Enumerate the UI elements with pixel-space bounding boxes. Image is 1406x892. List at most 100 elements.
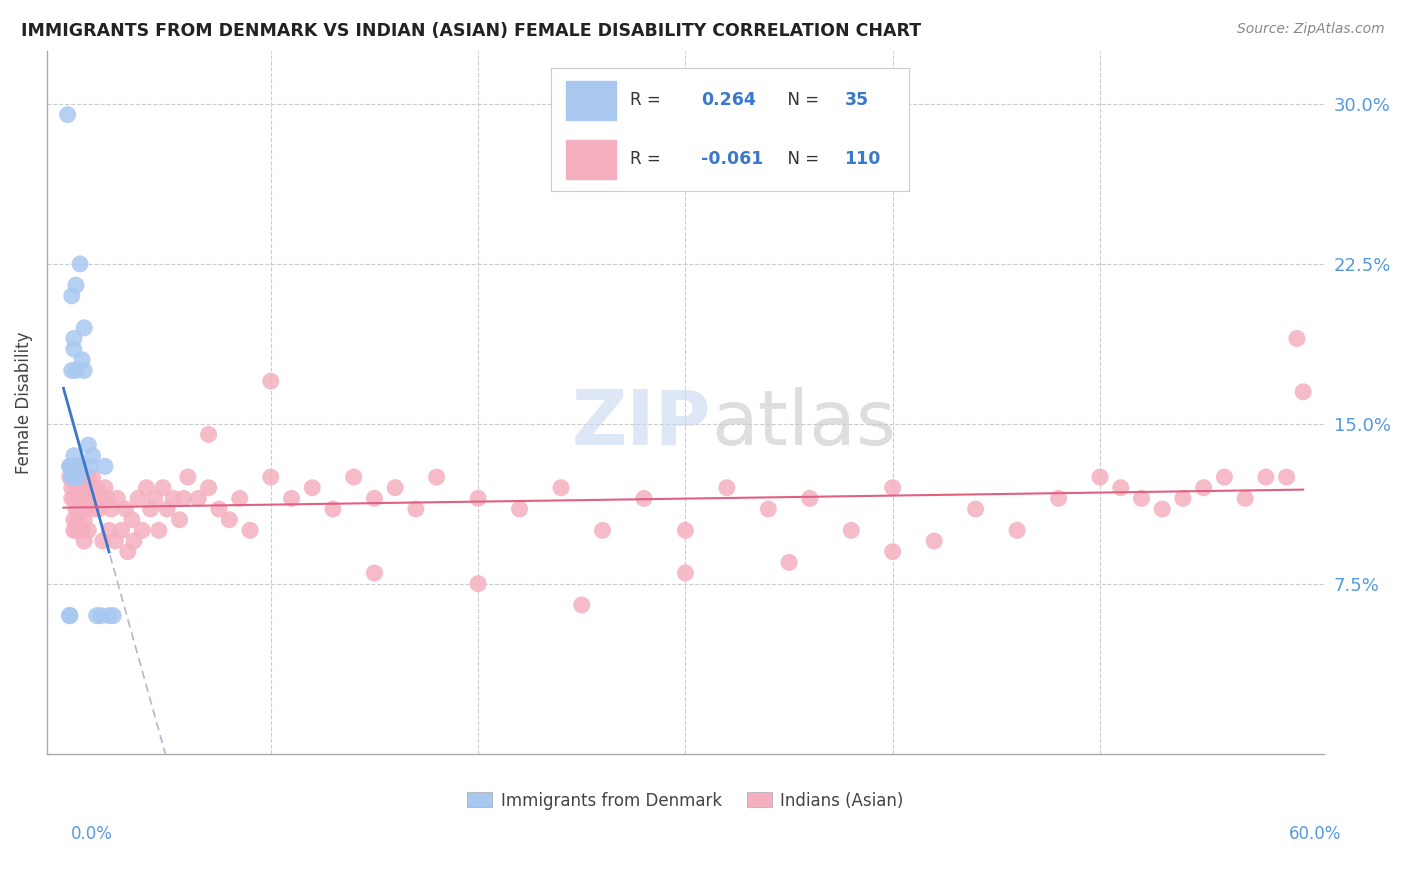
Point [77,438,100,452]
Point [1213,470,1236,484]
Point [509,502,531,516]
Point [131,524,153,538]
Point [467,576,489,591]
Point [139,502,162,516]
Point [83,491,105,506]
Point [60,459,83,474]
Point [322,502,344,516]
Point [77,470,100,484]
Point [66,470,89,484]
Point [59,608,82,623]
Point [60,481,83,495]
Text: 0.0%: 0.0% [70,825,112,843]
Point [60,363,83,377]
Point [156,502,179,516]
Point [98,524,121,538]
Point [56,108,79,122]
Text: IMMIGRANTS FROM DENMARK VS INDIAN (ASIAN) FEMALE DISABILITY CORRELATION CHART: IMMIGRANTS FROM DENMARK VS INDIAN (ASIAN… [21,22,921,40]
Point [1152,502,1174,516]
Point [79,481,101,495]
Point [73,363,96,377]
Text: atlas: atlas [711,386,896,460]
Point [592,524,614,538]
Point [1130,491,1153,506]
Point [69,459,91,474]
Point [70,352,93,367]
Point [86,481,108,495]
Point [59,470,82,484]
Point [117,544,139,558]
Point [239,524,262,538]
Point [173,491,195,506]
Legend: Immigrants from Denmark, Indians (Asian): Immigrants from Denmark, Indians (Asian) [461,785,910,816]
Point [65,470,87,484]
Point [90,608,112,623]
Text: ZIP: ZIP [571,386,711,460]
Point [114,502,136,516]
Point [778,555,800,569]
Point [73,470,96,484]
Point [405,502,427,516]
Point [86,608,108,623]
Point [839,524,862,538]
Point [103,608,125,623]
Point [63,331,86,345]
Point [66,513,89,527]
Point [66,491,89,506]
Point [110,524,132,538]
Point [1047,491,1070,506]
Point [77,491,100,506]
Point [87,502,110,516]
Point [65,278,87,293]
Point [363,566,385,580]
Point [63,449,86,463]
Text: Source: ZipAtlas.com: Source: ZipAtlas.com [1237,22,1385,37]
Point [75,502,97,516]
Point [1088,470,1111,484]
Point [73,513,96,527]
Point [143,491,166,506]
Point [426,470,449,484]
Point [1254,470,1277,484]
Point [77,524,100,538]
Point [63,513,86,527]
Point [1109,481,1132,495]
Point [799,491,821,506]
Point [60,470,83,484]
Point [208,502,231,516]
Point [135,481,157,495]
Point [96,491,118,506]
Point [75,481,97,495]
Point [65,363,87,377]
Point [63,491,86,506]
Point [70,524,93,538]
Point [127,491,149,506]
Point [60,470,83,484]
Point [65,481,87,495]
Point [1275,470,1298,484]
Point [280,491,302,506]
Point [218,513,240,527]
Point [965,502,987,516]
Point [363,491,385,506]
Point [73,534,96,549]
Point [70,481,93,495]
Point [550,481,572,495]
Point [63,342,86,356]
Point [716,481,738,495]
Point [1285,331,1308,345]
Point [467,491,489,506]
Point [228,491,250,506]
Point [65,502,87,516]
Y-axis label: Female Disability: Female Disability [15,331,32,474]
Point [1234,491,1257,506]
Point [922,534,945,549]
Point [90,491,112,506]
Point [121,513,143,527]
Point [91,534,114,549]
Point [100,502,122,516]
Point [260,470,283,484]
Point [65,524,87,538]
Point [82,470,104,484]
Point [63,524,86,538]
